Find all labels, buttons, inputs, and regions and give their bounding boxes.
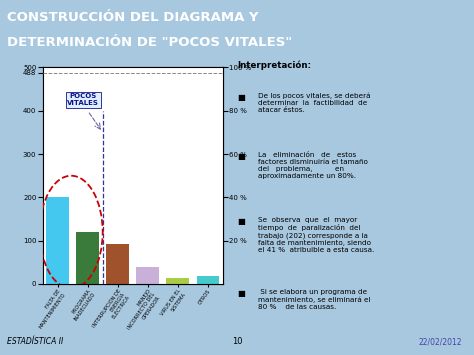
Text: DETERMINACIÓN DE "POCOS VITALES": DETERMINACIÓN DE "POCOS VITALES" bbox=[7, 36, 292, 49]
Text: 10: 10 bbox=[232, 337, 242, 346]
Bar bbox=[197, 276, 219, 284]
Text: Interpretación:: Interpretación: bbox=[237, 60, 311, 70]
Text: De los pocos vitales, se deberá
determinar  la  factibilidad  de
atacar éstos.: De los pocos vitales, se deberá determin… bbox=[258, 93, 371, 113]
Bar bbox=[107, 244, 129, 284]
Text: CONSTRUCCIÓN DEL DIAGRAMA Y: CONSTRUCCIÓN DEL DIAGRAMA Y bbox=[7, 11, 259, 24]
Text: POCOS
VITALES: POCOS VITALES bbox=[67, 93, 99, 106]
Text: ■: ■ bbox=[237, 152, 245, 161]
Text: ESTADÍSTICA II: ESTADÍSTICA II bbox=[7, 337, 64, 346]
Text: La   eliminación   de   estos
factores disminuiría el tamaño
del   problema,    : La eliminación de estos factores disminu… bbox=[258, 152, 368, 179]
Bar bbox=[76, 232, 99, 284]
Bar bbox=[137, 267, 159, 284]
Text: 22/02/2012: 22/02/2012 bbox=[419, 337, 462, 346]
Text: ■: ■ bbox=[237, 289, 245, 298]
Bar bbox=[166, 278, 189, 284]
Bar bbox=[46, 197, 69, 284]
Text: Si se elabora un programa de
mantenimiento, se eliminará el
80 %    de las causa: Si se elabora un programa de mantenimien… bbox=[258, 289, 371, 310]
Text: ■: ■ bbox=[237, 217, 245, 226]
Text: ■: ■ bbox=[237, 93, 245, 102]
Text: Se  observa  que  el  mayor
tiempo  de  paralización  del
trabajo (202) correspo: Se observa que el mayor tiempo de parali… bbox=[258, 217, 374, 253]
